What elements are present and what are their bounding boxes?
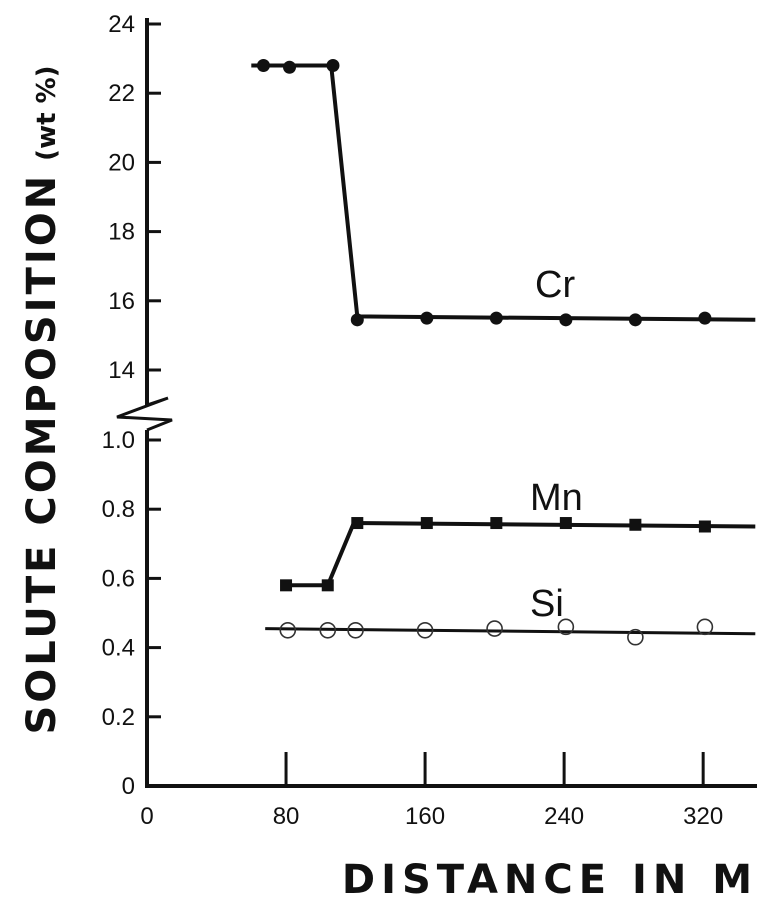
series-label-mn: Mn [530, 477, 583, 519]
point-si-2 [347, 621, 364, 639]
y-lower-tick-label-4: 0.8 [102, 496, 135, 523]
point-mn-1 [321, 579, 334, 592]
point-mn-6 [629, 518, 642, 531]
x-tick-label-4: 320 [683, 803, 723, 830]
point-si-7 [696, 618, 714, 636]
point-mn-3 [420, 517, 433, 530]
x-ticks: 0 80 160 240 320 [140, 752, 723, 830]
point-si-1 [319, 621, 337, 639]
point-mn-4 [490, 517, 503, 530]
x-tick-label-3: 240 [544, 803, 584, 830]
x-tick-label-2: 160 [405, 803, 445, 830]
y-lower-tick-label-3: 0.6 [102, 565, 135, 592]
y-upper-tick-label-2: 18 [108, 219, 135, 246]
point-si-6 [627, 628, 644, 646]
point-si-0 [279, 621, 297, 639]
y-ticks-lower: 0 0.2 0.4 0.6 0.8 1.0 [102, 427, 161, 800]
point-mn-5 [559, 517, 572, 530]
point-cr-6 [559, 313, 573, 327]
series-si: Si [265, 583, 756, 646]
y-axis-title-main: SOLUTE COMPOSITION [19, 173, 65, 735]
y-axis-title-unit: (wt %) [32, 65, 62, 160]
series-line-mn [282, 520, 756, 588]
y-lower-tick-label-2: 0.4 [102, 635, 135, 662]
series-line-si [265, 627, 756, 636]
series-label-si: Si [530, 583, 564, 625]
point-cr-3 [350, 313, 364, 327]
y-upper-tick-label-0: 14 [108, 357, 135, 384]
point-cr-2 [326, 59, 340, 73]
y-lower-tick-label-5: 1.0 [102, 427, 135, 454]
point-cr-1 [283, 60, 297, 74]
x-tick-label-1: 80 [273, 803, 300, 830]
x-tick-label-0: 0 [140, 803, 153, 830]
y-upper-tick-label-4: 22 [108, 80, 135, 107]
point-cr-4 [420, 311, 434, 325]
point-si-4 [486, 620, 503, 637]
series-mn: Mn [280, 477, 756, 592]
y-axis-title: SOLUTE COMPOSITION (wt %) [19, 65, 65, 734]
series-label-cr: Cr [535, 264, 575, 306]
y-ticks-upper: 14 16 18 20 22 24 [108, 11, 161, 384]
y-lower-tick-label-0: 0 [122, 773, 135, 800]
y-lower-tick-label-1: 0.2 [102, 704, 135, 731]
point-mn-7 [698, 520, 711, 533]
series-line-cr [251, 63, 756, 322]
y-upper-tick-label-1: 16 [108, 288, 135, 315]
point-cr-7 [628, 313, 642, 327]
axis-break-mark [116, 396, 173, 432]
series-cr: Cr [251, 59, 756, 327]
point-si-3 [416, 621, 434, 639]
axes [116, 18, 757, 788]
y-upper-tick-label-5: 24 [108, 11, 135, 38]
point-cr-0 [256, 59, 270, 73]
point-mn-0 [280, 579, 293, 592]
point-mn-2 [351, 517, 364, 530]
point-cr-5 [489, 311, 503, 325]
x-axis-title: DISTANCE IN M [342, 857, 757, 903]
series-layer: Cr Mn Si [251, 59, 756, 646]
y-upper-tick-label-3: 20 [108, 149, 135, 176]
point-cr-8 [698, 311, 712, 325]
point-si-5 [557, 618, 575, 636]
